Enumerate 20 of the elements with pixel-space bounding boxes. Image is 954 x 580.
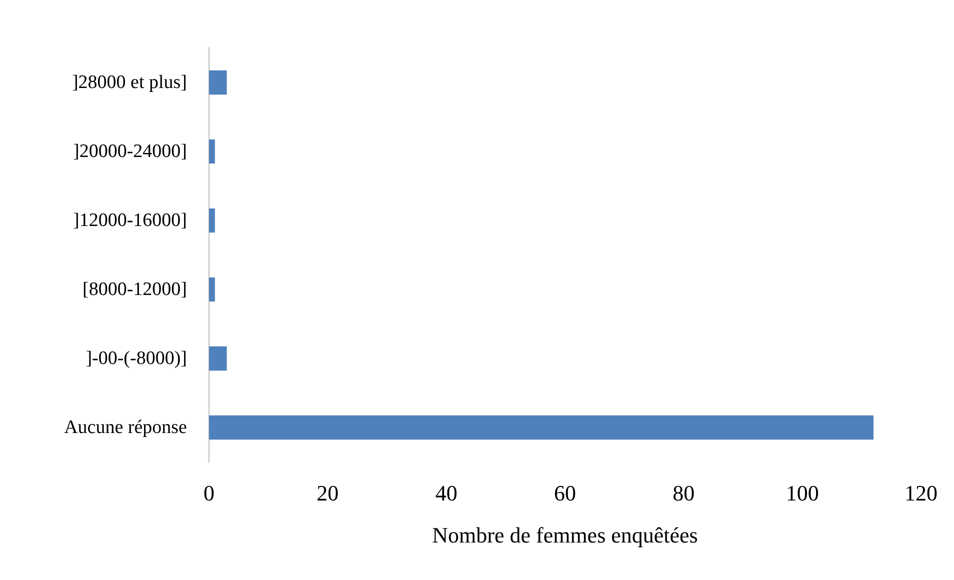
- bar: [209, 70, 227, 95]
- y-tick-label: Aucune réponse: [64, 417, 187, 438]
- x-tick-label: 60: [554, 480, 576, 506]
- x-tick-label: 120: [904, 480, 938, 506]
- y-tick-label: [8000-12000]: [82, 279, 187, 300]
- y-tick-label: ]-00-(-8000)]: [86, 348, 187, 369]
- bar: [209, 346, 227, 371]
- y-tick-label: ]12000-16000]: [73, 210, 187, 231]
- x-tick-label: 80: [672, 480, 695, 506]
- x-tick-label: 100: [786, 480, 819, 506]
- bar: [209, 415, 874, 440]
- bar: [209, 139, 215, 164]
- bar: [209, 208, 215, 233]
- y-tick-label: ]20000-24000]: [73, 141, 187, 162]
- x-tick-label: 20: [316, 480, 339, 506]
- x-axis-title: Nombre de femmes enquêtées: [432, 522, 698, 548]
- y-tick-label: ]28000 et plus]: [72, 72, 187, 93]
- bar: [209, 277, 215, 302]
- x-tick-label: 0: [204, 480, 214, 506]
- x-tick-label: 40: [435, 480, 458, 506]
